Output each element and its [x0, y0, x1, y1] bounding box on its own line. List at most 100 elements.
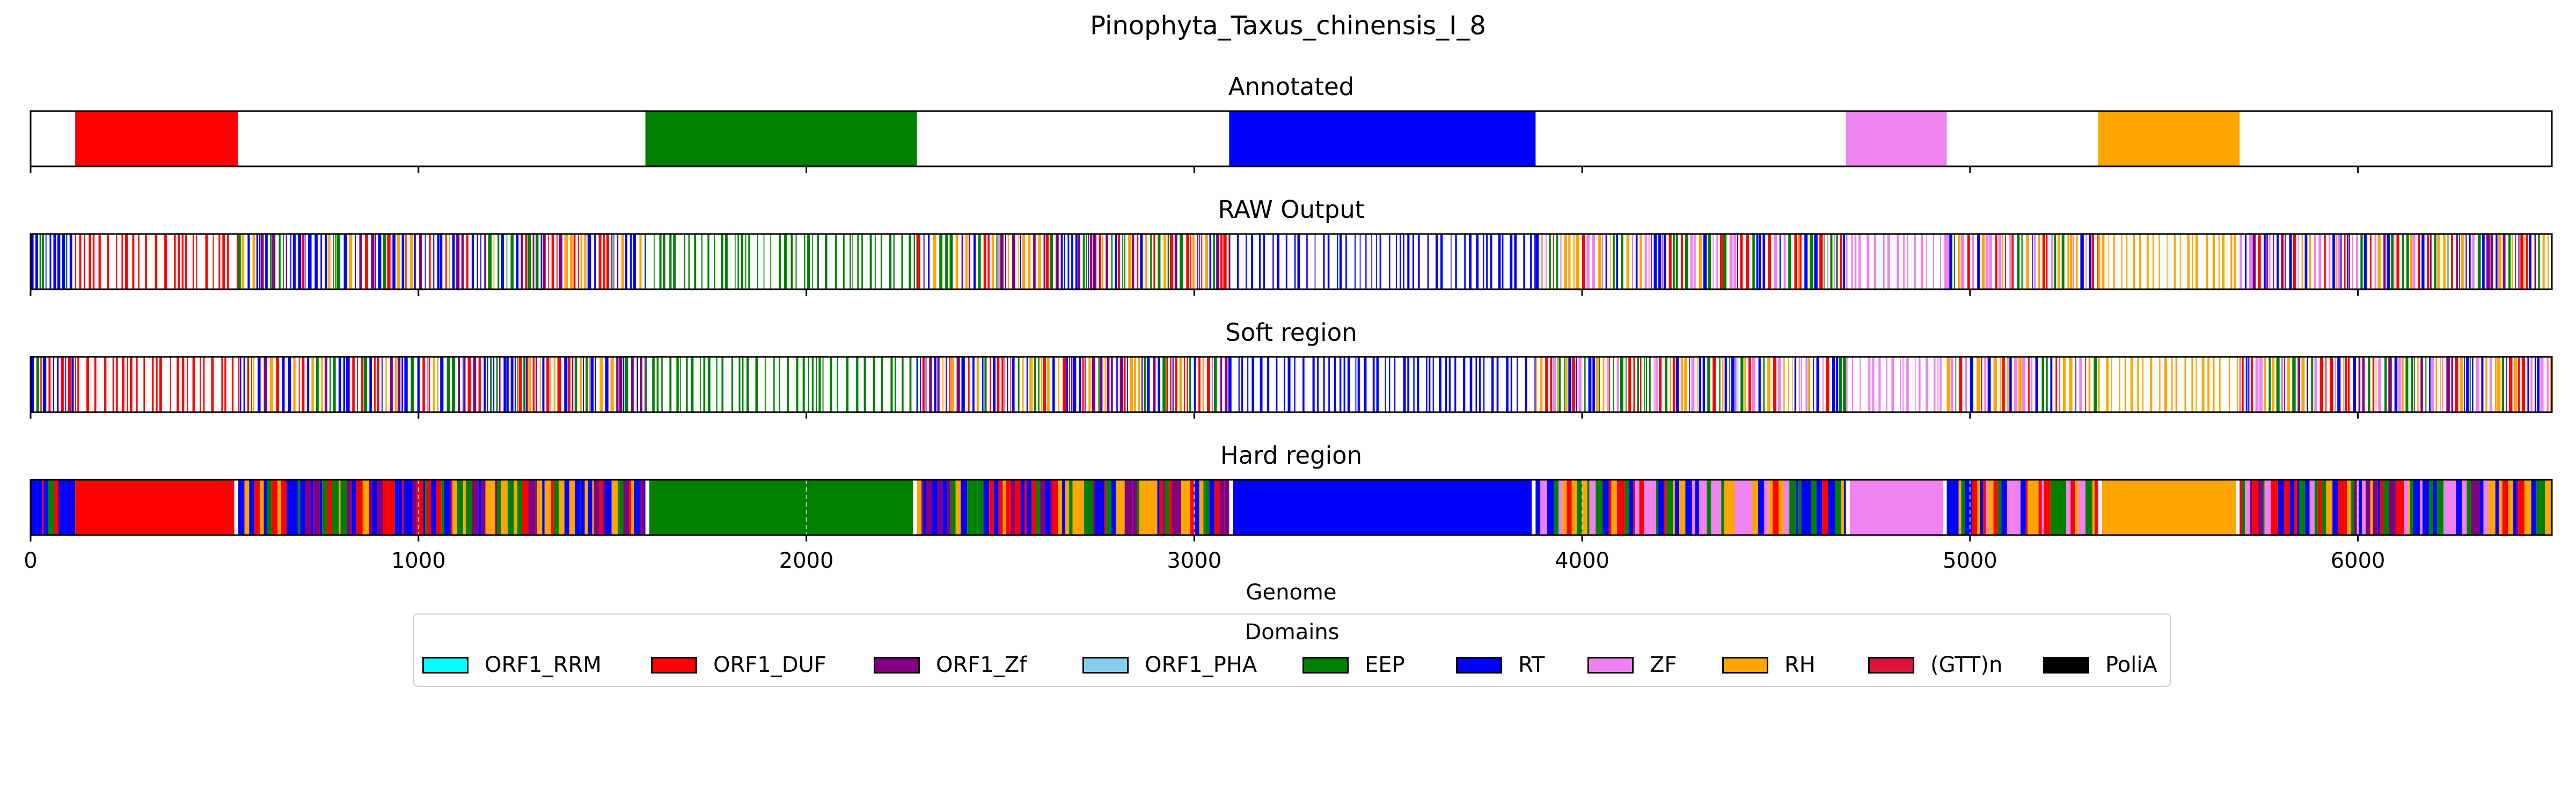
region-zf	[2240, 234, 2242, 289]
legend-item: ORF1_RRM	[422, 652, 602, 678]
region-orf1_zf	[1141, 357, 1143, 412]
region-rt	[1027, 480, 1032, 535]
region-rh	[2167, 234, 2168, 289]
region-orf1_duf	[94, 357, 97, 412]
region-eep	[747, 357, 749, 412]
region-rt	[2304, 234, 2308, 289]
region-rh	[1596, 357, 1599, 412]
region-orf1_duf	[1972, 480, 1978, 535]
region-rt	[1007, 357, 1008, 412]
region-eep	[2061, 234, 2065, 289]
region-orf1_duf	[40, 357, 42, 412]
region-rt	[1172, 357, 1174, 412]
region-orf1_zf	[926, 480, 932, 535]
region-eep	[1721, 480, 1724, 535]
region-orf1_duf	[1137, 234, 1139, 289]
region-rt	[2429, 357, 2431, 412]
region-rt	[934, 357, 936, 412]
region-eep	[773, 357, 775, 412]
region-eep	[837, 357, 838, 412]
region-orf1_zf	[929, 357, 932, 412]
region-rh	[1744, 357, 1746, 412]
region-zf	[1902, 357, 1904, 412]
region-zf	[2259, 357, 2263, 412]
region-zf	[2476, 357, 2480, 412]
region-rt	[634, 480, 637, 535]
region-rh	[1981, 234, 1985, 289]
legend-swatch	[1302, 656, 1349, 674]
region-zf	[2352, 234, 2353, 289]
region-orf1_zf	[1012, 234, 1015, 289]
region-rt	[564, 357, 568, 412]
region-orf1_zf	[390, 357, 393, 412]
region-zf	[2540, 357, 2544, 412]
region-zf	[1915, 357, 1916, 412]
region-orf1_zf	[921, 480, 924, 535]
region-orf1_duf	[2396, 234, 2399, 289]
region-rt	[1729, 357, 1730, 412]
region-rt	[1345, 234, 1347, 289]
region-rt	[1535, 234, 1539, 289]
region-rt	[1965, 480, 1972, 535]
region-rt	[1779, 234, 1781, 289]
region-zf	[1986, 480, 1988, 535]
region-eep	[950, 480, 956, 535]
region-orf1_duf	[185, 234, 187, 289]
region-zf	[1920, 234, 1923, 289]
region-rh	[2142, 357, 2144, 412]
region-zf	[2374, 234, 2377, 289]
region-eep	[787, 357, 789, 412]
region-rt	[1946, 480, 1952, 535]
region-eep	[2041, 357, 2044, 412]
region-orf1_duf	[990, 357, 991, 412]
region-eep	[1213, 234, 1215, 289]
region-eep	[517, 480, 523, 535]
region-orf1_zf	[572, 357, 574, 412]
region-rt	[1355, 357, 1357, 412]
region-orf1_duf	[525, 234, 528, 289]
region-rt	[1506, 357, 1509, 412]
region-zf	[2449, 480, 2456, 535]
region-rt	[311, 480, 314, 535]
region-rh	[260, 480, 264, 535]
region-rt	[2482, 234, 2485, 289]
region-rt	[1758, 480, 1765, 535]
region-eep	[586, 357, 588, 412]
region-orf1_duf	[2285, 234, 2286, 289]
region-orf1_duf	[122, 357, 125, 412]
region-orf1_zf	[1107, 357, 1110, 412]
region-rt	[605, 357, 609, 412]
region-orf1_duf	[1553, 234, 1554, 289]
region-rt	[440, 234, 443, 289]
region-eep	[835, 234, 837, 289]
region-rt	[2387, 234, 2390, 289]
region-orf1_duf	[1720, 234, 1723, 289]
region-rh	[559, 480, 565, 535]
region-eep	[2428, 480, 2433, 535]
region-rt	[1816, 480, 1823, 535]
region-orf1_duf	[2450, 234, 2453, 289]
region-eep	[1836, 234, 1838, 289]
region-rt	[1576, 357, 1577, 412]
region-orf1_zf	[1220, 357, 1223, 412]
region-orf1_duf	[271, 480, 278, 535]
x-tick-label: 6000	[2331, 548, 2385, 573]
legend-swatch	[874, 656, 920, 674]
region-rh	[955, 234, 958, 289]
region-eep	[2405, 357, 2409, 412]
region-eep	[2469, 357, 2471, 412]
region-rh	[639, 234, 642, 289]
region-rh	[1041, 357, 1043, 412]
region-rt	[1510, 234, 1513, 289]
region-rh	[1187, 480, 1190, 535]
region-rh	[2550, 357, 2552, 412]
region-rh	[2402, 357, 2404, 412]
region-rh	[2212, 234, 2215, 289]
region-rt	[1379, 234, 1381, 289]
region-rt	[587, 234, 591, 289]
region-zf	[1692, 480, 1695, 535]
region-orf1_zf	[1106, 234, 1108, 289]
region-rt	[2394, 357, 2398, 412]
region-rh	[1841, 480, 1844, 535]
region-rt	[1294, 234, 1296, 289]
